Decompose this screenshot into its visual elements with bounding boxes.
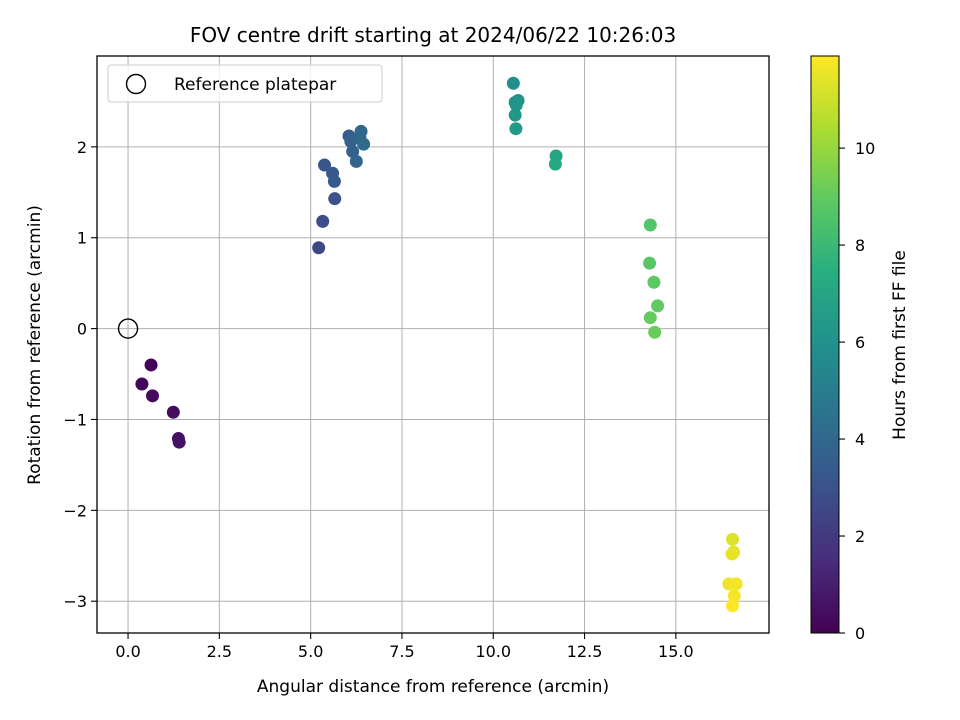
colorbar-tick-label: 8 bbox=[855, 236, 865, 255]
y-tick-label: 0 bbox=[77, 320, 87, 339]
x-tick-label: 2.5 bbox=[207, 642, 232, 661]
y-tick-label: −1 bbox=[63, 410, 87, 429]
data-point bbox=[648, 325, 662, 339]
data-point bbox=[327, 174, 341, 188]
y-tick-label: −3 bbox=[63, 592, 87, 611]
data-point bbox=[135, 377, 149, 391]
data-point bbox=[509, 122, 523, 136]
x-axis-title: Angular distance from reference (arcmin) bbox=[257, 677, 609, 697]
colorbar-tick-label: 6 bbox=[855, 333, 865, 352]
data-point bbox=[725, 599, 739, 613]
data-point bbox=[354, 124, 368, 138]
data-point bbox=[506, 76, 520, 90]
data-point bbox=[647, 275, 661, 289]
data-point bbox=[328, 192, 342, 206]
legend-reference-marker bbox=[125, 73, 147, 95]
data-point bbox=[727, 589, 741, 603]
data-point bbox=[548, 157, 562, 171]
data-point bbox=[508, 108, 522, 122]
chart-title: FOV centre drift starting at 2024/06/22 … bbox=[190, 23, 676, 47]
data-point bbox=[146, 389, 160, 403]
y-tick-label: 2 bbox=[77, 138, 87, 157]
plot-area-frame bbox=[96, 55, 770, 634]
data-point bbox=[316, 214, 330, 228]
x-axis-ticks: 0.0 2.5 5.0 7.5 10.0 12.5 15.0 bbox=[115, 633, 694, 661]
colorbar: 0 2 4 6 8 10 Hours from first FF file bbox=[810, 55, 910, 643]
x-tick-label: 15.0 bbox=[658, 642, 694, 661]
colorbar-tick-label: 4 bbox=[855, 430, 865, 449]
data-points bbox=[135, 76, 743, 613]
data-point bbox=[651, 299, 665, 313]
y-tick-label: −2 bbox=[63, 501, 87, 520]
data-point bbox=[729, 577, 743, 591]
x-tick-label: 0.0 bbox=[115, 642, 140, 661]
x-tick-label: 10.0 bbox=[475, 642, 511, 661]
data-point bbox=[312, 241, 326, 255]
colorbar-gradient bbox=[810, 55, 840, 634]
colorbar-tick-label: 10 bbox=[855, 139, 875, 158]
data-point bbox=[357, 137, 371, 151]
grid-lines bbox=[97, 56, 769, 633]
colorbar-tick-label: 2 bbox=[855, 527, 865, 546]
x-tick-label: 12.5 bbox=[567, 642, 603, 661]
x-tick-label: 5.0 bbox=[298, 642, 323, 661]
data-point bbox=[643, 218, 657, 232]
data-point bbox=[643, 256, 657, 270]
data-point bbox=[318, 158, 332, 172]
data-point bbox=[166, 405, 180, 419]
y-tick-label: 1 bbox=[77, 229, 87, 248]
legend: Reference platepar bbox=[107, 64, 383, 103]
data-point bbox=[509, 98, 523, 112]
data-point bbox=[725, 547, 739, 561]
data-point bbox=[346, 144, 360, 158]
colorbar-title: Hours from first FF file bbox=[890, 250, 910, 440]
data-point bbox=[172, 435, 186, 449]
data-point bbox=[144, 358, 158, 372]
reference-marker-layer bbox=[117, 318, 139, 339]
data-point bbox=[725, 532, 739, 546]
y-axis-title: Rotation from reference (arcmin) bbox=[25, 205, 45, 485]
legend-label: Reference platepar bbox=[174, 75, 336, 95]
y-axis-ticks: −3 −2 −1 0 1 2 bbox=[63, 138, 97, 611]
colorbar-ticks: 0 2 4 6 8 10 bbox=[839, 139, 875, 643]
reference-platepar-marker bbox=[117, 318, 139, 339]
colorbar-tick-label: 0 bbox=[855, 624, 865, 643]
legend-box bbox=[107, 64, 383, 103]
x-tick-label: 7.5 bbox=[389, 642, 414, 661]
data-point bbox=[643, 311, 657, 325]
data-point bbox=[349, 154, 363, 168]
